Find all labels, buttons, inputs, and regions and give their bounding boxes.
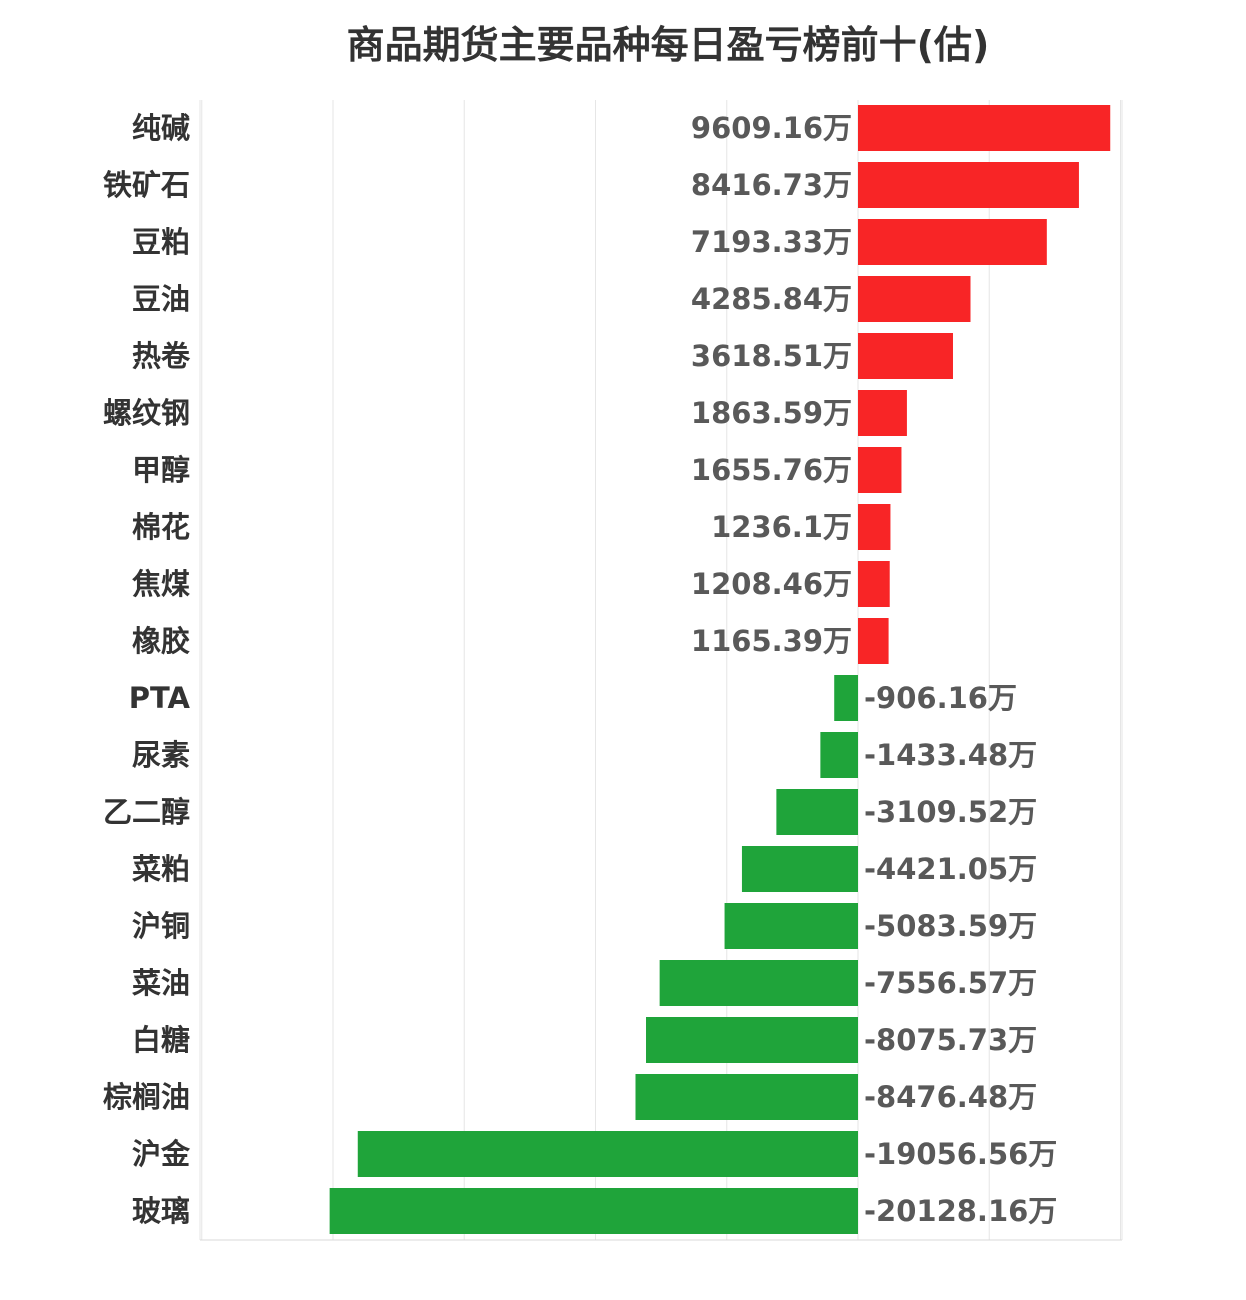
bars [329, 105, 1111, 1234]
value-labels: 9609.16万 8416.73万 7193.33万 4285.84万 3618.51万… [691, 111, 1057, 1228]
value-label: 7193.33万 [691, 225, 852, 259]
value-label: -20128.16万 [864, 1194, 1057, 1228]
value-label: 1236.1万 [711, 510, 852, 544]
category-label: 棉花 [132, 510, 190, 544]
bar [635, 1074, 858, 1120]
category-label: 菜油 [132, 966, 190, 1000]
value-label: -8075.73万 [864, 1023, 1037, 1057]
bar [858, 276, 971, 322]
bar [659, 960, 858, 1006]
value-label: -4421.05万 [864, 852, 1037, 886]
value-label: 1165.39万 [691, 624, 852, 658]
category-label: 白糖 [132, 1023, 190, 1057]
value-label: -906.16万 [864, 681, 1017, 715]
bar [858, 447, 902, 493]
category-label: PTA [129, 681, 191, 715]
category-label: 尿素 [132, 738, 190, 772]
category-label: 热卷 [132, 339, 191, 373]
category-label: 沪铜 [132, 909, 190, 943]
category-label: 豆油 [132, 282, 190, 316]
category-label: 玻璃 [132, 1194, 190, 1228]
value-label: 1655.76万 [691, 453, 852, 487]
bar [776, 789, 858, 835]
value-label: 9609.16万 [691, 111, 852, 145]
value-label: -7556.57万 [864, 966, 1037, 1000]
value-label: -8476.48万 [864, 1080, 1037, 1114]
category-label: 铁矿石 [103, 168, 190, 202]
category-label: 棕榈油 [103, 1080, 190, 1114]
value-label: 8416.73万 [691, 168, 852, 202]
bar [858, 561, 890, 607]
value-label: -19056.56万 [864, 1137, 1057, 1171]
category-label: 纯碱 [132, 111, 190, 145]
bar [858, 504, 891, 550]
value-label: 1208.46万 [691, 567, 852, 601]
bar [329, 1188, 858, 1234]
value-label: -3109.52万 [864, 795, 1037, 829]
bar [858, 618, 889, 664]
chart-title: 商品期货主要品种每日盈亏榜前十(估) [347, 23, 990, 67]
bar [858, 219, 1047, 265]
bar [858, 333, 953, 379]
category-label: 乙二醇 [103, 795, 190, 829]
bar [357, 1131, 858, 1177]
category-label: 甲醇 [132, 453, 190, 487]
bar [820, 732, 858, 778]
bar [858, 390, 907, 436]
category-label: 沪金 [132, 1137, 191, 1171]
bar [724, 903, 858, 949]
category-label: 橡胶 [132, 624, 190, 658]
bar [741, 846, 858, 892]
bar [858, 162, 1079, 208]
value-label: 4285.84万 [691, 282, 852, 316]
category-label: 焦煤 [132, 567, 190, 601]
bar [858, 105, 1111, 151]
value-label: 3618.51万 [691, 339, 852, 373]
category-label: 豆粕 [132, 225, 190, 259]
bar [646, 1017, 858, 1063]
value-label: -5083.59万 [864, 909, 1037, 943]
grid-lines [199, 100, 1123, 1241]
value-label: 1863.59万 [691, 396, 852, 430]
bar [834, 675, 858, 721]
value-label: -1433.48万 [864, 738, 1037, 772]
category-label: 螺纹钢 [103, 396, 190, 430]
category-label: 菜粕 [132, 852, 190, 886]
